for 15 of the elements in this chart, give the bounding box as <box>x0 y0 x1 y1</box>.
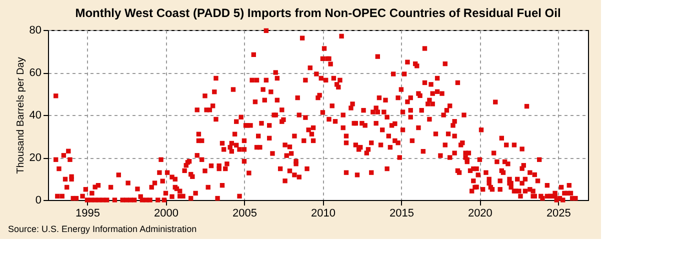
x-tick-label: 2010 <box>310 208 336 220</box>
chart-title: Monthly West Coast (PADD 5) Imports from Non-OPEC Countries of Residual Fuel Oil <box>75 6 561 20</box>
source-note: Source: U.S. Energy Information Administration <box>8 224 197 234</box>
x-tick-label: 2015 <box>389 208 414 220</box>
y-tick-label: 80 <box>29 24 42 36</box>
x-tick-label: 1995 <box>76 208 100 220</box>
y-tick-label: 0 <box>35 194 42 206</box>
x-tick-label: 2005 <box>232 208 257 220</box>
y-tick-label: 60 <box>29 67 42 79</box>
y-tick-label: 20 <box>29 152 42 164</box>
x-tick-label: 2000 <box>154 208 178 220</box>
y-tick-label: 40 <box>29 110 42 122</box>
x-tick-label: 2020 <box>468 208 492 220</box>
x-tick-label: 2025 <box>546 208 571 220</box>
y-axis-title: Thousand Barrels per Day <box>15 57 26 174</box>
